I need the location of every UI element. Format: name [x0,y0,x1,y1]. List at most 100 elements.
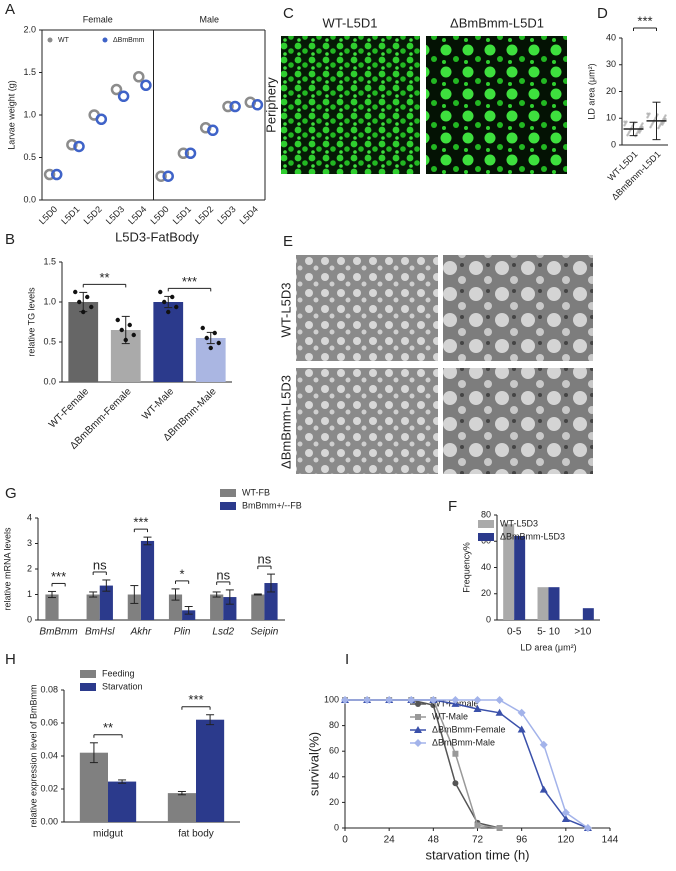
panel-letter: E [283,233,293,250]
legend-swatch [80,683,96,691]
y-tick-label: 80 [329,720,339,730]
replicate-dot [85,294,90,300]
x-tick-label: L5D4 [238,204,260,226]
bar [196,719,225,822]
point-cloud [646,112,649,115]
strip-point [73,140,85,153]
replicate-dot [216,340,221,346]
panel-letter: H [5,651,16,668]
panel-letter: B [5,231,15,248]
point-cloud [625,120,628,123]
point-cloud [639,125,642,129]
x-tick-label: midgut [93,829,123,840]
replicate-dot [208,345,213,351]
x-tick-label: L5D3 [215,204,237,226]
sig-label: ns [93,557,107,572]
replicate-dot [119,327,124,333]
point-cloud [627,132,630,135]
replicate-dot [81,309,86,315]
y-axis-label: relative mRNA levels [2,527,12,611]
bar [168,594,183,620]
y-axis-label: survival(%) [306,732,321,796]
strip-point [140,79,152,91]
panel-letter: D [597,5,608,22]
point-cloud [664,114,667,117]
strip-point [43,168,56,181]
sig-label: *** [182,274,197,289]
y-tick-label: 20 [606,86,616,96]
survival-line [345,699,500,829]
bar [182,610,196,620]
y-tick-label: 3 [27,538,32,548]
image-title: ΔBmBmm-L5D1 [450,15,544,30]
sig-label: ** [103,720,113,735]
strip-point [229,100,241,113]
survival-line [345,699,500,829]
legend-label: ΔBmBmm-L5D3 [500,531,565,541]
sig-label: ns [216,567,230,582]
y-tick-label: 2.0 [23,24,36,34]
strip-point [207,124,219,137]
panel-letter: F [448,498,457,515]
x-tick-label: WT-Female [47,386,92,431]
line-marker [407,696,416,704]
facet-title: Female [83,14,113,24]
y-tick-label: 0.00 [40,816,58,826]
replicate-dot [73,289,78,295]
legend-label: WT [58,37,70,44]
sig-label: * [180,566,185,581]
legend-marker [102,37,108,43]
bar [548,587,560,620]
y-tick-label: 0 [334,822,339,832]
point-cloud [648,112,651,115]
facet-title: Male [199,14,219,24]
y-tick-label: 40 [606,32,616,42]
sig-label: *** [188,692,203,707]
bar [503,524,515,620]
replicate-dot [166,309,171,315]
x-tick-label: BmHsl [85,627,115,638]
y-tick-label: 0.06 [40,717,58,727]
sig-label: *** [133,515,148,530]
strip-point [50,168,63,181]
em-image [296,368,438,474]
x-tick-label: 48 [428,835,440,846]
point-cloud [638,131,641,134]
x-tick-label: Seipin [251,627,279,638]
x-tick-label: 24 [384,835,396,846]
point-cloud [641,122,644,125]
line-marker [415,701,421,707]
line-marker [414,726,422,733]
line-marker [429,696,438,704]
point-cloud [639,129,642,132]
line-marker [539,740,548,749]
replicate-dot [77,299,82,305]
strip-point [162,170,174,182]
strip-point [133,71,145,83]
line-marker [539,785,548,793]
y-tick-label: 20 [329,797,339,807]
bar [127,594,141,620]
line-marker [495,708,504,716]
strip-point [110,83,123,96]
line-marker [473,696,482,704]
point-cloud [649,126,652,129]
em-image [296,255,438,361]
point-cloud [637,129,640,132]
sig-label: ** [99,270,109,285]
line-marker [561,815,570,823]
legend-swatch [478,520,494,528]
x-tick-label: >10 [574,627,591,638]
micrograph [281,36,420,174]
point-cloud [635,133,638,136]
legend-swatch [80,670,96,678]
strip-point [177,147,190,159]
line-marker [561,808,570,817]
micrograph [426,36,567,174]
x-tick-label: Akhr [130,627,152,638]
bar [79,752,108,822]
sig-label: ns [258,552,272,567]
bar [537,587,549,620]
replicate-dot [200,325,205,331]
